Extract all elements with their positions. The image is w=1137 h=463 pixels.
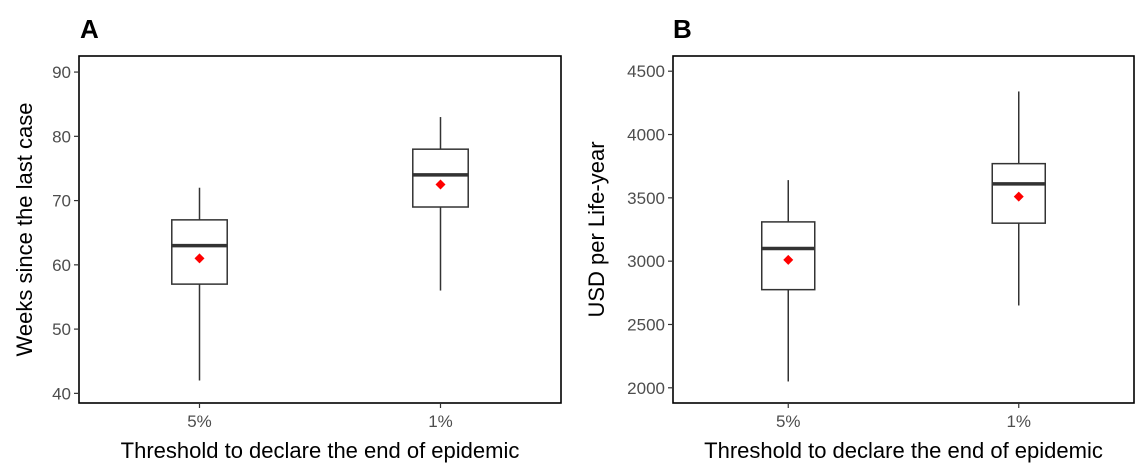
box-5pct [760,180,816,382]
mean-marker [783,254,794,265]
y-axis-title: USD per Life-year [584,141,609,317]
mean-marker [1013,191,1024,202]
x-tick-label: 5% [187,412,212,431]
y-tick-label: 50 [52,320,71,339]
plot-frame [672,55,1135,404]
panel-label: A [80,14,99,44]
panel-b: B 2000 2500 3000 3500 4000 4500 5% 1% Threshold t… [584,14,1135,463]
y-tick-label: 2500 [627,315,665,334]
y-tick-label: 80 [52,127,71,146]
x-tick-label: 5% [776,412,801,431]
x-tick-label: 1% [428,412,453,431]
y-tick-label: 70 [52,192,71,211]
y-tick-label: 60 [52,256,71,275]
y-tick-label: 90 [52,63,71,82]
mean-marker [194,253,205,264]
mean-marker [435,179,446,190]
iqr-box [412,148,469,208]
iqr-box [171,219,228,285]
y-tick-label: 4500 [627,62,665,81]
x-axis-title: Threshold to declare the end of epidemic [121,438,520,463]
x-axis-title: Threshold to declare the end of epidemic [704,438,1103,463]
box-5pct [171,187,228,381]
box-1pct [991,91,1047,306]
x-tick-label: 1% [1006,412,1031,431]
y-tick-label: 2000 [627,379,665,398]
plot-frame [78,55,562,404]
y-tick-label: 3500 [627,189,665,208]
y-tick-label: 3000 [627,252,665,271]
y-tick-label: 40 [52,384,71,403]
panel-label: B [673,14,692,44]
panel-a: A 40 50 60 70 80 90 5% 1% Threshold to declare th… [12,14,562,463]
box-1pct [412,117,469,291]
y-axis-title: Weeks since the last case [12,103,37,357]
y-tick-label: 4000 [627,126,665,145]
